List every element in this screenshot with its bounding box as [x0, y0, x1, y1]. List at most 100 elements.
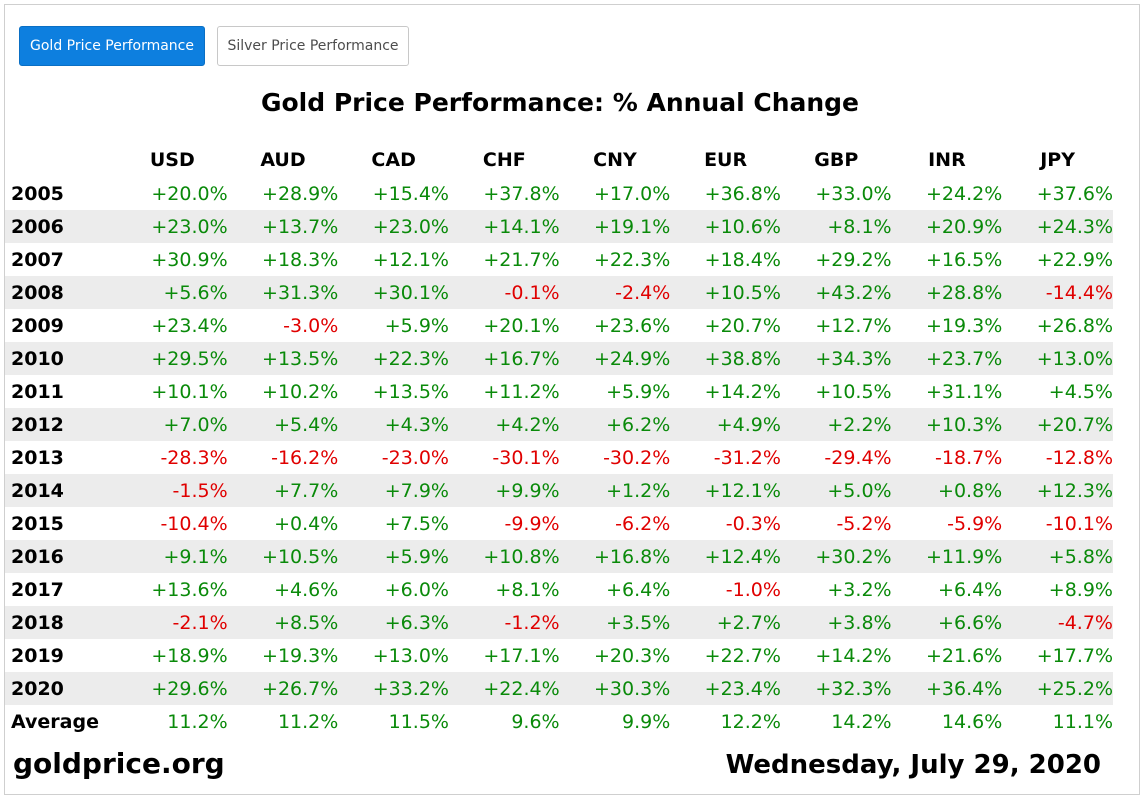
cell-gbp: +43.2% [780, 276, 892, 309]
cell-gbp: +10.5% [815, 380, 892, 403]
cell-usd: +20.0% [151, 182, 228, 205]
cell-inr: -18.7% [935, 446, 1003, 469]
table-row-2005: 2005 +20.0% +28.9% +15.4% +37.8% +17.0% +36.8%… [5, 177, 1113, 210]
cell-cny: +30.3% [559, 672, 671, 705]
cell-usd: +18.9% [151, 644, 228, 667]
cell-gbp: +2.2% [780, 408, 892, 441]
cell-cad: +12.1% [372, 248, 449, 271]
cell-aud: -16.2% [271, 446, 339, 469]
cell-aud: +13.7% [227, 210, 339, 243]
column-header-cad: CAD [371, 149, 416, 171]
column-header-aud: AUD [260, 149, 306, 171]
column-header-chf: CHF [482, 149, 526, 171]
cell-jpy: +5.8% [1002, 540, 1113, 573]
cell-cny: +3.5% [559, 606, 671, 639]
cell-cny: +5.9% [606, 380, 671, 403]
cell-usd: 11.2% [167, 710, 228, 733]
gold-price-performance-button[interactable]: Gold Price Performance [19, 26, 205, 66]
cell-eur: +4.9% [670, 408, 781, 441]
cell-eur: +10.6% [670, 210, 781, 243]
table-row-2013: 2013 -28.3% -16.2% -23.0% -30.1% -30.2% -31.2%… [5, 441, 1113, 474]
table-row-2020: 2020 +29.6% +26.7% +33.2% +22.4% +30.3% +23.4%… [5, 672, 1113, 705]
cell-eur: +23.4% [670, 672, 781, 705]
cell-cny: -6.2% [615, 512, 671, 535]
cell-eur: -31.2% [713, 446, 781, 469]
row-label: 2020 [5, 672, 117, 705]
cell-eur: +20.7% [704, 314, 781, 337]
row-label: 2007 [11, 248, 64, 271]
row-label: 2012 [5, 408, 117, 441]
cell-chf: +17.1% [483, 644, 560, 667]
cell-inr: +36.4% [891, 672, 1003, 705]
row-label: 2011 [11, 380, 64, 403]
silver-price-performance-button[interactable]: Silver Price Performance [217, 26, 409, 66]
cell-chf: +11.2% [483, 380, 560, 403]
cell-eur: +18.4% [704, 248, 781, 271]
column-header-jpy: JPY [1040, 149, 1075, 171]
cell-jpy: +22.9% [1036, 248, 1113, 271]
cell-cny: +20.3% [594, 644, 671, 667]
row-label: 2006 [5, 210, 117, 243]
cell-usd: +23.0% [117, 210, 228, 243]
table-row-2008: 2008 +5.6% +31.3% +30.1% -0.1% -2.4% +10.5% +43… [5, 276, 1113, 309]
cell-jpy: 11.1% [1052, 710, 1113, 733]
cell-inr: +11.9% [891, 540, 1003, 573]
cell-inr: +20.9% [891, 210, 1003, 243]
row-label: 2010 [5, 342, 117, 375]
cell-eur: +12.1% [670, 474, 781, 507]
cell-cad: +23.0% [338, 210, 449, 243]
row-label: 2015 [11, 512, 64, 535]
cell-cad: +13.5% [372, 380, 449, 403]
cell-aud: +4.6% [274, 578, 339, 601]
table-row-2009: 2009 +23.4% -3.0% +5.9% +20.1% +23.6% +20.7% +1… [5, 309, 1113, 342]
cell-aud: +10.5% [227, 540, 339, 573]
cell-chf: -9.9% [504, 512, 560, 535]
cell-eur: +2.7% [670, 606, 781, 639]
cell-usd: +29.6% [117, 672, 228, 705]
cell-inr: +21.6% [925, 644, 1003, 667]
cell-inr: +6.4% [938, 578, 1003, 601]
cell-chf: +8.1% [495, 578, 560, 601]
column-header-usd: USD [149, 149, 195, 171]
cell-cad: -23.0% [381, 446, 449, 469]
table-row-2015: 2015 -10.4% +0.4% +7.5% -9.9% -6.2% -0.3% -5.2%… [5, 507, 1113, 540]
cell-eur: +22.7% [704, 644, 781, 667]
cell-cad: +4.3% [338, 408, 449, 441]
table-row-2006: 2006 +23.0% +13.7% +23.0% +14.1% +19.1% +10.6%… [5, 210, 1113, 243]
cell-chf: +16.7% [448, 342, 560, 375]
cell-eur: +36.8% [704, 182, 781, 205]
cell-jpy: -4.7% [1002, 606, 1113, 639]
cell-aud: -3.0% [283, 314, 339, 337]
cell-usd: +9.1% [117, 540, 228, 573]
cell-usd: +29.5% [117, 342, 228, 375]
cell-cad: +5.9% [338, 540, 449, 573]
cell-chf: +21.7% [483, 248, 560, 271]
cell-aud: +26.7% [227, 672, 339, 705]
cell-cny: +19.1% [559, 210, 671, 243]
cell-jpy: -14.4% [1002, 276, 1113, 309]
table-body: 2005 +20.0% +28.9% +15.4% +37.8% +17.0% +36.8%… [5, 177, 1113, 738]
cell-aud: +8.5% [227, 606, 339, 639]
cell-jpy: +24.3% [1002, 210, 1113, 243]
cell-aud: +13.5% [227, 342, 339, 375]
cell-cny: -2.4% [559, 276, 671, 309]
cell-eur: +10.5% [670, 276, 781, 309]
cell-inr: 14.6% [941, 710, 1003, 733]
cell-chf: +10.8% [448, 540, 560, 573]
cell-aud: 11.2% [277, 710, 339, 733]
row-label: 2016 [5, 540, 117, 573]
cell-jpy: -10.1% [1045, 512, 1113, 535]
cell-chf: +14.1% [448, 210, 560, 243]
cell-cny: +24.9% [559, 342, 671, 375]
cell-gbp: +33.0% [815, 182, 892, 205]
cell-aud: +18.3% [262, 248, 339, 271]
column-header-gbp: GBP [814, 149, 859, 171]
cell-chf: +9.9% [448, 474, 560, 507]
cell-eur: -1.0% [725, 578, 781, 601]
cell-cad: +33.2% [338, 672, 449, 705]
cell-cad: +5.9% [384, 314, 449, 337]
cell-chf: 9.6% [511, 710, 560, 733]
table-row-2012: 2012 +7.0% +5.4% +4.3% +4.2% +6.2% +4.9% +2.2% +… [5, 408, 1113, 441]
row-label: 2008 [5, 276, 117, 309]
cell-inr: +10.3% [891, 408, 1003, 441]
